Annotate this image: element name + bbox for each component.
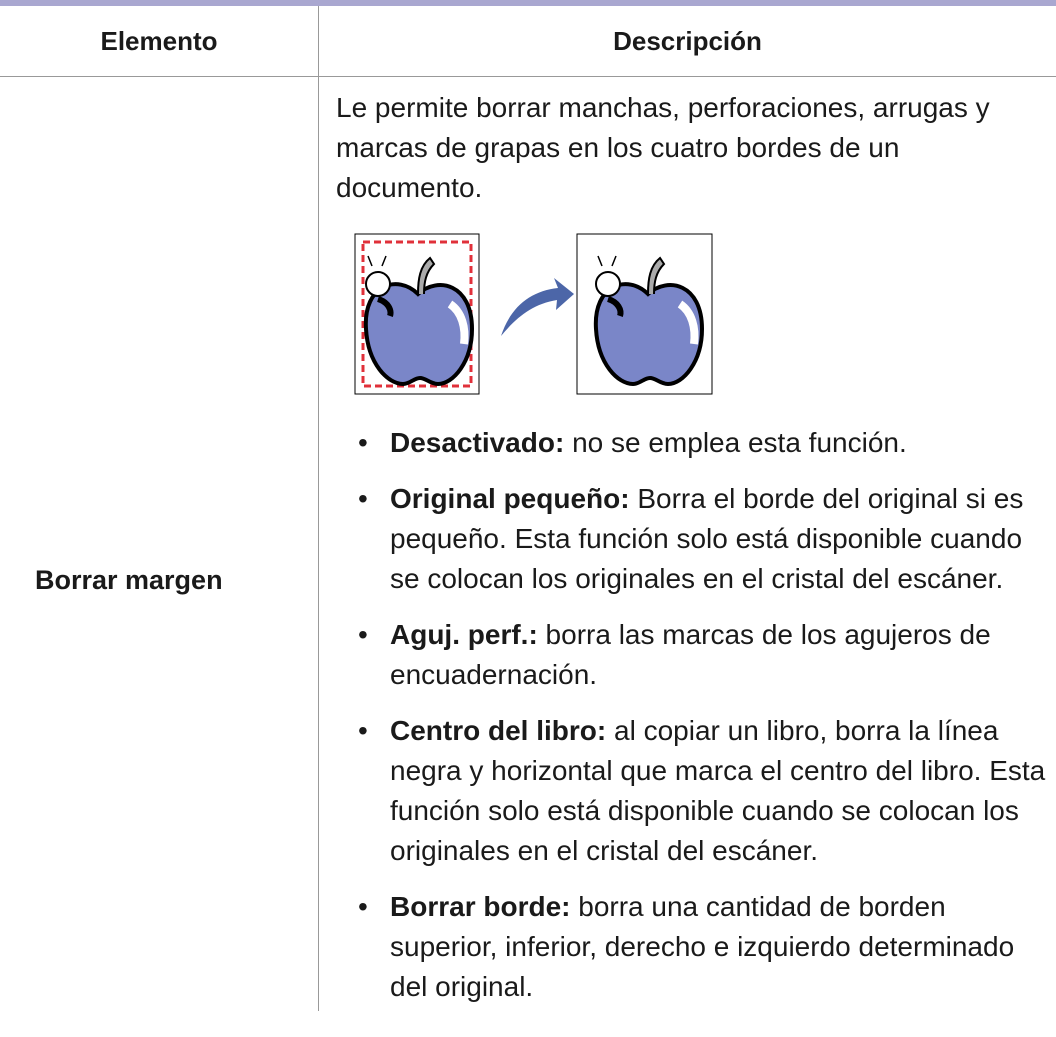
intro: Le permite borrar manchas, perforaciones… [336,92,990,203]
option-item: Borrar borde: borra una cantidad de bord… [336,887,1048,1007]
top-rule [0,0,1056,6]
option-item: Centro del libro: al copiar un libro, bo… [336,711,1048,871]
option-text: borra las marcas de los agujeros de encu… [390,619,991,690]
option-item: Desactivado: no se emplea esta función. [336,423,1048,463]
column-rule [318,6,319,1011]
option-term: Borrar borde: [390,891,571,922]
illustration [354,233,713,395]
element-name: Borrar margen [35,565,223,595]
header-cell: Descripción [613,26,762,56]
option-term: Centro del libro: [390,715,607,746]
header-cell: Elemento [100,26,218,56]
option-term: Desactivado: [390,427,565,458]
option-text: no se emplea esta función. [572,427,907,458]
option-term: Aguj. perf.: [390,619,538,650]
option-text: al copiar un libro, borra la línea negra… [390,715,1046,866]
option-text: borra una cantidad de borden superior, i… [390,891,1015,1002]
option-text: Borra el borde del original si es pequeñ… [390,483,1024,594]
option-item: Aguj. perf.: borra las marcas de los agu… [336,615,1048,695]
option-list: Desactivado: no se emplea esta función. O… [336,423,1048,1007]
option-term: Original pequeño: [390,483,630,514]
header-rule [0,76,1056,77]
description: Le permite borrar manchas, perforaciones… [336,88,1048,1023]
option-item: Original pequeño: Borra el borde del ori… [336,479,1048,599]
